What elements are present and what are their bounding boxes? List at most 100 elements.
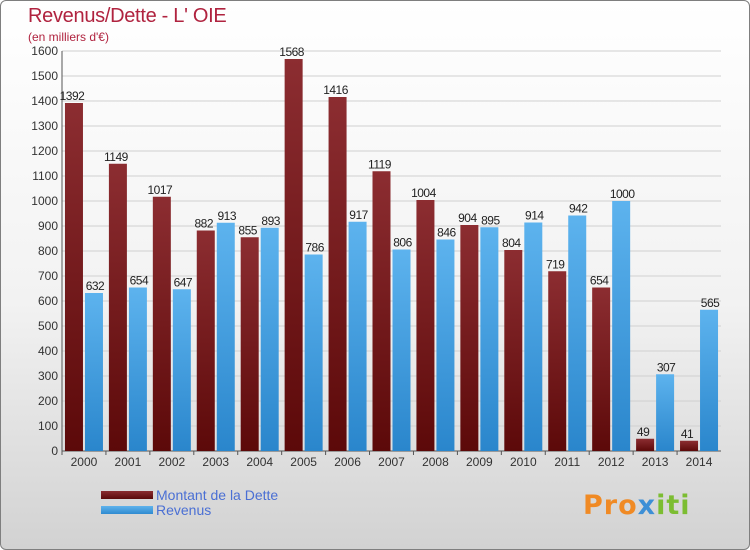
- data-label-debt-2002: 1017: [147, 183, 173, 197]
- data-label-revenue-2012: 1000: [610, 187, 636, 201]
- data-label-revenue-2011: 942: [569, 202, 588, 216]
- legend-swatch-debt: [101, 491, 153, 499]
- bar-revenue-2001: [128, 287, 147, 451]
- data-label-debt-2000: 1392: [60, 89, 86, 103]
- data-label-debt-2009: 904: [458, 211, 477, 225]
- legend-label-debt: Montant de la Dette: [156, 487, 279, 503]
- bar-revenue-2013: [656, 374, 675, 451]
- bar-revenue-2005: [304, 254, 323, 451]
- data-label-revenue-2014: 565: [701, 296, 720, 310]
- x-tick-label: 2001: [115, 455, 142, 469]
- bar-revenue-2006: [348, 221, 367, 451]
- y-tick-label: 500: [38, 319, 58, 333]
- y-tick-label: 1000: [31, 194, 58, 208]
- data-label-revenue-2010: 914: [525, 209, 544, 223]
- bar-debt-2013: [636, 438, 655, 451]
- y-tick-label: 1200: [31, 144, 58, 158]
- x-tick-label: 2010: [510, 455, 537, 469]
- x-tick-label: 2006: [334, 455, 361, 469]
- bar-revenue-2000: [84, 293, 103, 451]
- bar-debt-2014: [680, 440, 699, 451]
- bars: [64, 59, 719, 451]
- x-tick-label: 2014: [686, 455, 713, 469]
- bar-debt-2005: [284, 59, 303, 451]
- bar-debt-2003: [196, 230, 215, 451]
- data-label-revenue-2004: 893: [261, 214, 280, 228]
- data-label-debt-2003: 882: [195, 217, 214, 231]
- x-tick-label: 2007: [378, 455, 405, 469]
- data-label-debt-2013: 49: [637, 425, 650, 439]
- grid-lines: [61, 50, 721, 455]
- x-tick-label: 2013: [642, 455, 669, 469]
- bar-revenue-2010: [524, 222, 543, 451]
- bar-revenue-2012: [612, 201, 631, 451]
- data-label-revenue-2013: 307: [657, 360, 676, 374]
- bar-debt-2004: [240, 237, 259, 451]
- logo-part-1: Pro: [583, 490, 638, 521]
- data-label-revenue-2006: 917: [349, 208, 368, 222]
- data-label-debt-2005: 1568: [279, 45, 305, 59]
- chart-subtitle: (en milliers d'€): [28, 30, 109, 44]
- y-tick-label: 1500: [31, 69, 58, 83]
- data-label-revenue-2002: 647: [174, 275, 193, 289]
- data-label-revenue-2000: 632: [86, 279, 105, 293]
- y-tick-label: 700: [38, 269, 58, 283]
- x-tick-label: 2005: [290, 455, 317, 469]
- x-tick-label: 2003: [202, 455, 229, 469]
- y-tick-label: 100: [38, 419, 58, 433]
- y-tick-label: 1400: [31, 94, 58, 108]
- data-label-debt-2008: 1004: [411, 186, 437, 200]
- data-label-revenue-2007: 806: [393, 236, 412, 250]
- data-label-revenue-2001: 654: [130, 274, 149, 288]
- data-label-revenue-2008: 846: [437, 226, 456, 240]
- x-tick-label: 2009: [466, 455, 493, 469]
- legend-swatch-revenue: [101, 506, 153, 514]
- x-tick-label: 2000: [71, 455, 98, 469]
- logo-part-3: iti: [656, 490, 691, 521]
- bar-revenue-2009: [480, 227, 499, 451]
- bar-revenue-2002: [172, 289, 191, 451]
- bar-revenue-2011: [568, 215, 587, 451]
- data-label-revenue-2009: 895: [481, 213, 500, 227]
- data-label-revenue-2003: 913: [218, 209, 237, 223]
- data-label-debt-2010: 804: [502, 236, 521, 250]
- bar-debt-2006: [328, 97, 347, 451]
- x-tick-label: 2008: [422, 455, 449, 469]
- bar-revenue-2008: [436, 239, 455, 451]
- y-tick-label: 1100: [32, 169, 58, 183]
- bar-revenue-2003: [216, 222, 235, 451]
- legend-label-revenue: Revenus: [156, 502, 212, 518]
- data-label-debt-2011: 719: [546, 257, 565, 271]
- proxiti-logo: Proxiti: [583, 490, 691, 521]
- bar-debt-2001: [108, 163, 127, 451]
- bar-revenue-2014: [700, 309, 719, 451]
- tick-labels: 0 100 200 300 400 500 600 700 800 900 1000 1100 1200…: [31, 44, 712, 469]
- bar-debt-2007: [372, 171, 391, 451]
- x-tick-label: 2004: [246, 455, 273, 469]
- data-label-debt-2012: 654: [590, 274, 609, 288]
- x-tick-label: 2011: [554, 455, 580, 469]
- data-label-debt-2001: 1149: [104, 150, 129, 164]
- y-tick-label: 200: [38, 394, 58, 408]
- bar-debt-2010: [504, 250, 523, 451]
- bar-debt-2012: [592, 287, 611, 451]
- logo-part-2: x: [637, 490, 657, 521]
- y-tick-label: 1600: [31, 44, 58, 58]
- y-tick-label: 900: [38, 219, 58, 233]
- data-label-debt-2014: 41: [681, 427, 694, 441]
- data-label-revenue-2005: 786: [305, 241, 324, 255]
- y-tick-label: 800: [38, 244, 58, 258]
- x-tick-label: 2002: [158, 455, 185, 469]
- y-tick-label: 1300: [31, 119, 58, 133]
- data-label-debt-2004: 855: [238, 223, 257, 237]
- bar-debt-2009: [460, 225, 479, 451]
- y-tick-label: 400: [38, 344, 58, 358]
- y-tick-label: 300: [38, 369, 58, 383]
- x-tick-label: 2012: [598, 455, 625, 469]
- bar-revenue-2004: [260, 227, 279, 451]
- bar-debt-2008: [416, 200, 435, 451]
- data-label-debt-2007: 1119: [368, 157, 392, 171]
